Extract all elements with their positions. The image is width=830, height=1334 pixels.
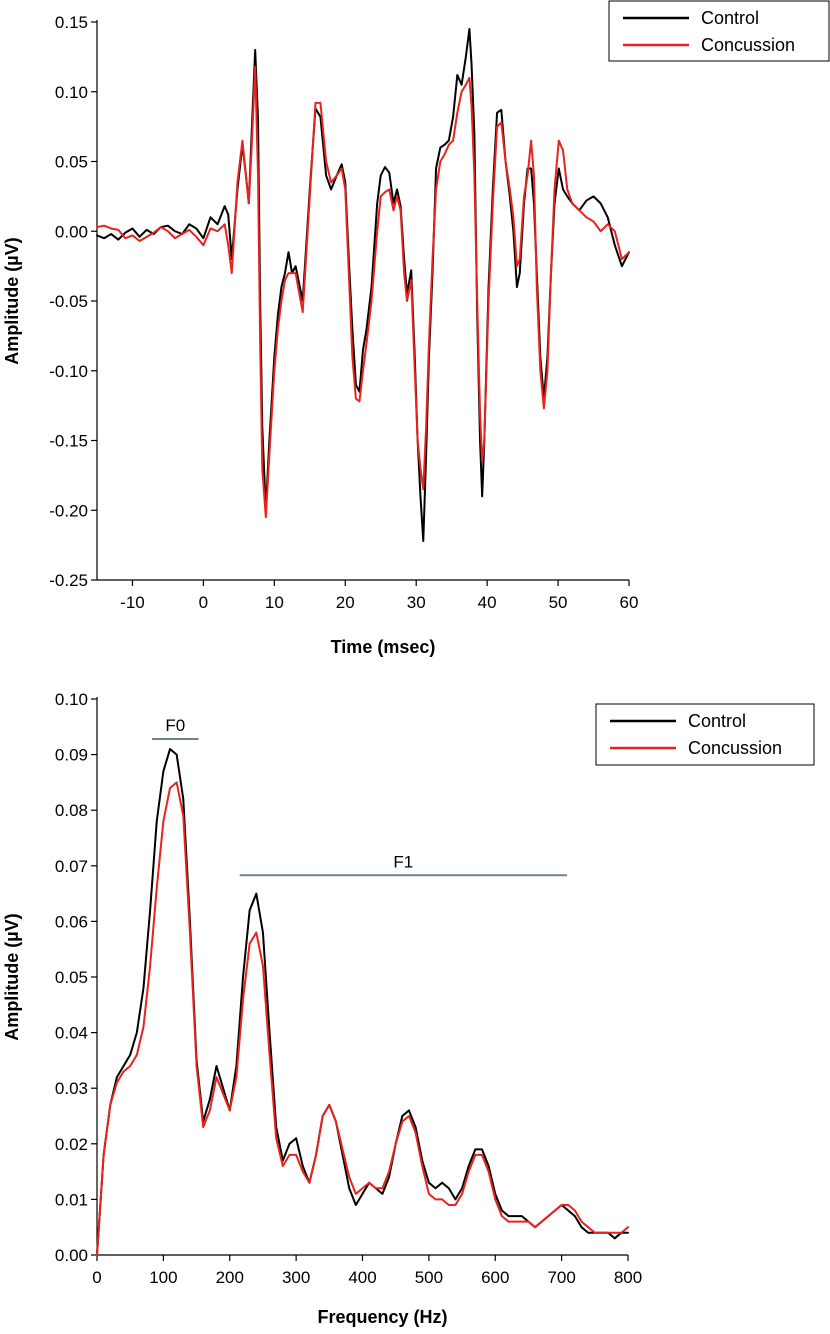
freq-x-tick-label: 500 — [415, 1268, 443, 1287]
time-x-tick-label: 0 — [199, 593, 208, 612]
freq-x-tick-label: 0 — [92, 1268, 101, 1287]
time-y-tick-label: -0.15 — [49, 432, 88, 451]
freq-legend-label-control: Control — [688, 711, 746, 731]
freq-x-tick-label: 400 — [348, 1268, 376, 1287]
freq-y-tick-label: 0.04 — [55, 1024, 88, 1043]
annotation-f0-label: F0 — [165, 716, 185, 735]
time-y-tick-label: 0.00 — [55, 222, 88, 241]
freq-legend-label-concussion: Concussion — [688, 738, 782, 758]
freq-x-tick-label: 200 — [216, 1268, 244, 1287]
time-legend-label-concussion: Concussion — [701, 35, 795, 55]
time-legend-box — [608, 0, 830, 62]
time-x-tick-label: -10 — [120, 593, 145, 612]
freq-y-axis-title: Amplitude (µV) — [2, 913, 22, 1040]
time-series-control — [96, 27, 630, 542]
time-x-tick-label: 10 — [265, 593, 284, 612]
freq-x-tick-label: 100 — [149, 1268, 177, 1287]
time-x-tick-label: 60 — [620, 593, 639, 612]
time-legend-label-control: Control — [701, 8, 759, 28]
time-y-tick-label: 0.10 — [55, 83, 88, 102]
freq-x-tick-label: 600 — [481, 1268, 509, 1287]
freq-y-tick-label: 0.02 — [55, 1135, 88, 1154]
time-domain-chart: 0.15 0.10 0.05 0.00 -0.05 -0.10 -0.15 -0.20 -0.2… — [2, 0, 830, 657]
freq-y-tick-label: 0.07 — [55, 857, 88, 876]
time-y-tick-label: 0.05 — [55, 153, 88, 172]
time-y-tick-label: -0.20 — [49, 501, 88, 520]
time-x-tick-label: 40 — [478, 593, 497, 612]
freq-y-tick-label: 0.03 — [55, 1079, 88, 1098]
freq-y-tick-label: 0.08 — [55, 801, 88, 820]
frequency-domain-chart: 0.10 0.09 0.08 0.07 0.06 0.05 0.04 0.03 0.02 0.01… — [2, 690, 815, 1327]
freq-y-tick-label: 0.05 — [55, 968, 88, 987]
time-y-tick-label: -0.25 — [49, 571, 88, 590]
freq-y-tick-label: 0.09 — [55, 746, 88, 765]
time-y-tick-label: -0.10 — [49, 362, 88, 381]
freq-y-tick-label: 0.06 — [55, 912, 88, 931]
freq-x-tick-label: 700 — [547, 1268, 575, 1287]
time-y-tick-label: 0.15 — [55, 13, 88, 32]
time-series-concussion — [96, 65, 630, 519]
freq-legend-box — [595, 703, 815, 766]
freq-series-control — [96, 748, 629, 1256]
freq-series-concussion — [96, 781, 629, 1256]
time-x-axis-title: Time (msec) — [331, 637, 436, 657]
time-x-tick-label: 20 — [336, 593, 355, 612]
freq-x-tick-label: 800 — [614, 1268, 642, 1287]
annotation-f1-label: F1 — [393, 852, 413, 871]
time-x-tick-label: 30 — [407, 593, 426, 612]
freq-y-tick-label: 0.10 — [55, 690, 88, 709]
freq-x-tick-label: 300 — [282, 1268, 310, 1287]
time-y-axis-title: Amplitude (µV) — [2, 237, 22, 364]
freq-y-tick-label: 0.01 — [55, 1190, 88, 1209]
freq-y-tick-label: 0.00 — [55, 1246, 88, 1265]
freq-x-axis-title: Frequency (Hz) — [317, 1307, 447, 1327]
time-y-tick-label: -0.05 — [49, 292, 88, 311]
time-x-tick-label: 50 — [549, 593, 568, 612]
